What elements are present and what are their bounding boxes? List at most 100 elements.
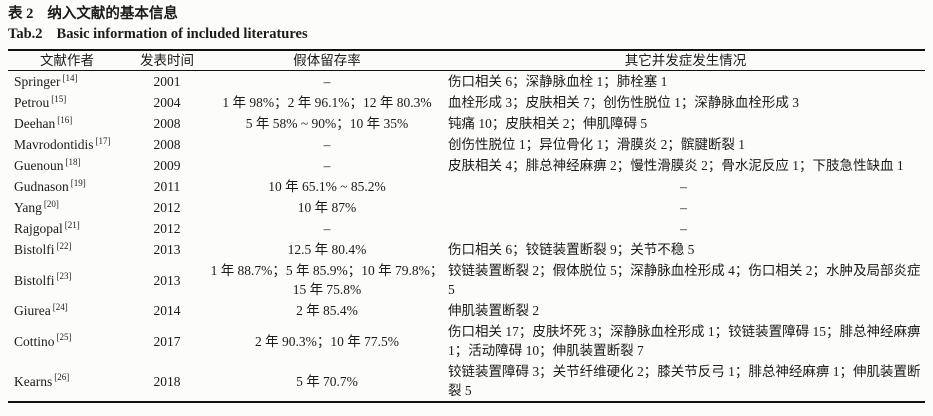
survival-rate-cell: 10 年 65.1% ~ 85.2% <box>268 179 386 194</box>
table-row: Cottino [25] 2017 2 年 90.3%；10 年 77.5% 伤口… <box>8 321 925 361</box>
column-header-year: 发表时间 <box>126 50 208 71</box>
year-cell: 2017 <box>153 333 181 349</box>
table-row: Springer [14] 2001 – 伤口相关 6；深静脉血栓 1；肺栓塞 1 <box>8 71 925 93</box>
author-cell: Guenoun [18] <box>8 155 126 176</box>
literature-table: 文献作者 发表时间 假体留存率 其它并发症发生情况 Springer [14] 2… <box>8 49 925 403</box>
author-name: Gudnason <box>14 179 69 194</box>
author-name: Guenoun <box>14 158 64 173</box>
survival-rate-cell: 2 年 85.4% <box>296 303 358 318</box>
author-name: Giurea <box>14 303 51 318</box>
year-cell: 2012 <box>153 221 181 236</box>
table-row: Kearns [26] 2018 5 年 70.7% 铰链装置障碍 3；关节纤维硬… <box>8 361 925 402</box>
table-row: Guenoun [18] 2009 – 皮肤相关 4；腓总神经麻痹 2；慢性滑膜炎… <box>8 155 925 176</box>
survival-rate-cell: 5 年 70.7% <box>296 373 358 389</box>
reference-superscript: [19] <box>70 177 86 188</box>
year-cell: 2004 <box>153 95 181 110</box>
author-cell: Petrou [15] <box>8 92 126 113</box>
reference-superscript: [22] <box>56 240 72 251</box>
survival-rate-cell: 1 年 98%；2 年 96.1%；12 年 80.3% <box>222 95 432 110</box>
survival-rate-cell: 12.5 年 80.4% <box>287 242 367 257</box>
year-cell: 2008 <box>153 137 181 152</box>
complications-cell: 铰链装置障碍 3；关节纤维硬化 2；膝关节反弓 1；腓总神经麻痹 1；伸肌装置断… <box>448 364 921 398</box>
reference-superscript: [20] <box>43 198 59 209</box>
author-name: Kearns <box>14 373 53 389</box>
table-number-zh: 表 2 <box>8 6 34 22</box>
author-cell: Springer [14] <box>8 71 126 93</box>
table-title-en-text: Basic information of included literature… <box>56 26 308 42</box>
author-name: Deehan <box>14 116 56 131</box>
author-cell: Giurea [24] <box>8 300 126 321</box>
author-name: Mavrodontidis <box>14 137 94 152</box>
complications-cell: 创伤性脱位 1；异位骨化 1；滑膜炎 2；髌腱断裂 1 <box>448 137 745 152</box>
author-cell: Cottino [25] <box>8 321 126 361</box>
author-cell: Deehan [16] <box>8 113 126 134</box>
author-name: Rajgopal <box>14 221 63 236</box>
table-title-zh: 表 2 纳入文献的基本信息 <box>8 4 925 24</box>
author-name: Petrou <box>14 95 50 110</box>
reference-superscript: [16] <box>57 114 73 125</box>
column-header-author: 文献作者 <box>8 50 126 71</box>
reference-superscript: [17] <box>95 135 111 146</box>
author-cell: Mavrodontidis [17] <box>8 134 126 155</box>
table-title-en: Tab.2 Basic information of included liter… <box>8 24 925 44</box>
complications-cell: 铰链装置断裂 2；假体脱位 5；深静脉血栓形成 4；伤口相关 2；水肿及局部炎症… <box>448 263 921 297</box>
table-row: Gudnason [19] 2011 10 年 65.1% ~ 85.2% – <box>8 176 925 197</box>
table-row: Deehan [16] 2008 5 年 58% ~ 90%；10 年 35% 钝… <box>8 113 925 134</box>
reference-superscript: [18] <box>65 156 81 167</box>
survival-rate-cell: – <box>323 221 331 236</box>
year-cell: 2008 <box>153 116 181 131</box>
author-name: Bistolfi <box>14 242 55 257</box>
table-row: Petrou [15] 2004 1 年 98%；2 年 96.1%；12 年 8… <box>8 92 925 113</box>
complications-cell: 伸肌装置断裂 2 <box>448 303 540 318</box>
reference-superscript: [15] <box>51 93 67 104</box>
survival-rate-cell: 5 年 58% ~ 90%；10 年 35% <box>245 116 409 131</box>
reference-superscript: [25] <box>56 332 72 342</box>
table-row: Bistolfi [22] 2013 12.5 年 80.4% 伤口相关 6；铰链… <box>8 239 925 260</box>
year-cell: 2009 <box>153 158 181 173</box>
year-cell: 2001 <box>153 74 181 89</box>
survival-rate-cell: – <box>323 74 331 89</box>
author-cell: Yang [20] <box>8 197 126 218</box>
year-cell: 2014 <box>153 303 181 318</box>
complications-cell: 伤口相关 6；深静脉血栓 1；肺栓塞 1 <box>448 74 668 89</box>
table-row: Bistolfi [23] 2013 1 年 88.7%；5 年 85.9%；10… <box>8 260 925 300</box>
table-row: Giurea [24] 2014 2 年 85.4% 伸肌装置断裂 2 <box>8 300 925 321</box>
complications-cell: 钝痛 10；皮肤相关 2；伸肌障碍 5 <box>448 116 648 131</box>
table-header-row: 文献作者 发表时间 假体留存率 其它并发症发生情况 <box>8 50 925 71</box>
author-cell: Rajgopal [21] <box>8 218 126 239</box>
table-body: Springer [14] 2001 – 伤口相关 6；深静脉血栓 1；肺栓塞 1… <box>8 71 925 403</box>
survival-rate-cell: 1 年 88.7%；5 年 85.9%；10 年 79.8%； 15 年 75.… <box>210 263 444 297</box>
complications-cell: – <box>680 221 687 236</box>
author-cell: Gudnason [19] <box>8 176 126 197</box>
reference-superscript: [14] <box>62 72 78 83</box>
reference-superscript: [26] <box>54 372 70 382</box>
complications-cell: 皮肤相关 4；腓总神经麻痹 2；慢性滑膜炎 2；骨水泥反应 1；下肢急性缺血 1 <box>448 158 904 173</box>
author-name: Yang <box>14 200 42 215</box>
reference-superscript: [23] <box>56 271 72 281</box>
table-row: Rajgopal [21] 2012 – – <box>8 218 925 239</box>
survival-rate-cell: 10 年 87% <box>297 200 357 215</box>
complications-cell: 伤口相关 6；铰链装置断裂 9；关节不稳 5 <box>448 242 695 257</box>
survival-rate-cell: – <box>323 158 331 173</box>
author-cell: Bistolfi [22] <box>8 239 126 260</box>
complications-cell: – <box>680 200 687 215</box>
author-cell: Bistolfi [23] <box>8 260 126 300</box>
year-cell: 2011 <box>153 179 181 194</box>
survival-rate-cell: – <box>323 137 331 152</box>
column-header-complications: 其它并发症发生情况 <box>446 50 925 71</box>
author-name: Bistolfi <box>14 272 55 288</box>
reference-superscript: [24] <box>52 301 68 312</box>
table-title-zh-text: 纳入文献的基本信息 <box>47 6 178 22</box>
year-cell: 2013 <box>153 272 181 288</box>
year-cell: 2018 <box>153 373 181 389</box>
author-name: Springer <box>14 74 61 89</box>
reference-superscript: [21] <box>64 219 80 230</box>
complications-cell: 血栓形成 3；皮肤相关 7；创伤性脱位 1；深静脉血栓形成 3 <box>448 95 799 110</box>
author-name: Cottino <box>14 333 55 349</box>
year-cell: 2012 <box>153 200 181 215</box>
table-row: Mavrodontidis [17] 2008 – 创伤性脱位 1；异位骨化 1；… <box>8 134 925 155</box>
complications-cell: – <box>680 179 687 194</box>
survival-rate-cell: 2 年 90.3%；10 年 77.5% <box>255 333 399 349</box>
author-cell: Kearns [26] <box>8 361 126 402</box>
table-row: Yang [20] 2012 10 年 87% – <box>8 197 925 218</box>
